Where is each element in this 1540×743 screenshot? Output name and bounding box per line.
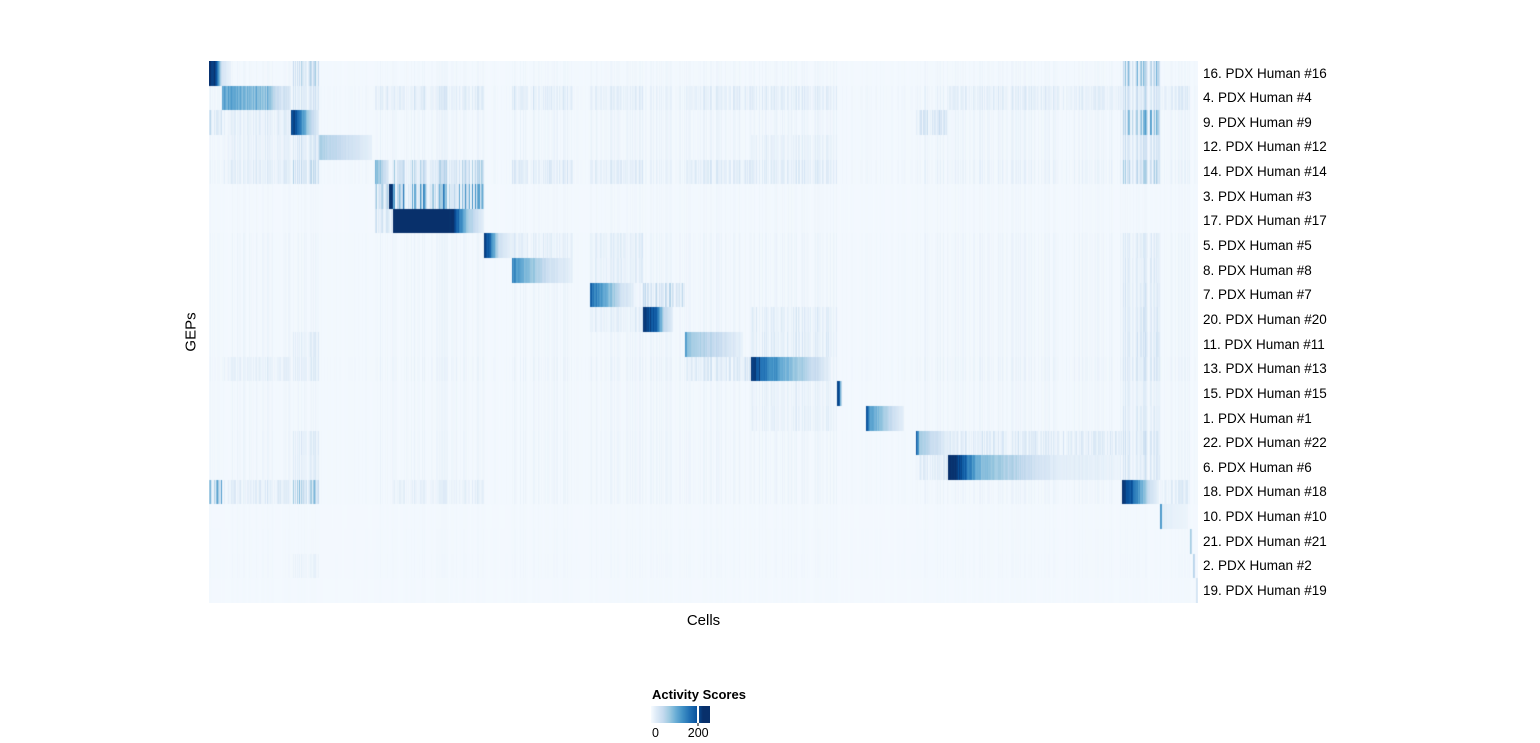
row-label: 13. PDX Human #13 bbox=[1203, 361, 1327, 377]
legend-tick-mark bbox=[697, 706, 700, 723]
row-label: 11. PDX Human #11 bbox=[1203, 336, 1325, 352]
legend-gradient-bar bbox=[651, 706, 710, 726]
x-axis-title: Cells bbox=[686, 612, 721, 629]
row-label: 3. PDX Human #3 bbox=[1203, 188, 1312, 204]
row-label: 16. PDX Human #16 bbox=[1203, 65, 1327, 81]
legend-axis-tick bbox=[697, 723, 699, 726]
row-label: 4. PDX Human #4 bbox=[1203, 90, 1312, 106]
row-label: 6. PDX Human #6 bbox=[1203, 459, 1312, 475]
legend-tick-labels: 0 200 bbox=[651, 726, 710, 742]
row-label: 19. PDX Human #19 bbox=[1203, 583, 1327, 599]
row-label: 5. PDX Human #5 bbox=[1203, 238, 1312, 254]
legend-title: Activity Scores bbox=[652, 687, 746, 702]
row-label: 12. PDX Human #12 bbox=[1203, 139, 1327, 155]
row-label: 17. PDX Human #17 bbox=[1203, 213, 1327, 229]
row-label: 20. PDX Human #20 bbox=[1203, 311, 1327, 327]
legend-tick-max: 200 bbox=[687, 726, 709, 740]
y-axis-title-text: GEPs bbox=[182, 312, 200, 352]
colorbar-legend: Activity Scores 0 200 bbox=[651, 687, 791, 742]
gep-row-labels: 16. PDX Human #16 4. PDX Human #4 9. PDX H… bbox=[1203, 61, 1523, 603]
row-label: 1. PDX Human #1 bbox=[1203, 410, 1312, 426]
row-label: 22. PDX Human #22 bbox=[1203, 435, 1327, 451]
row-label: 15. PDX Human #15 bbox=[1203, 385, 1327, 401]
row-label: 9. PDX Human #9 bbox=[1203, 114, 1312, 130]
legend-tick-min: 0 bbox=[652, 726, 659, 740]
row-label: 18. PDX Human #18 bbox=[1203, 484, 1327, 500]
row-label: 8. PDX Human #8 bbox=[1203, 262, 1312, 278]
row-label: 10. PDX Human #10 bbox=[1203, 509, 1327, 525]
row-label: 14. PDX Human #14 bbox=[1203, 164, 1327, 180]
row-label: 7. PDX Human #7 bbox=[1203, 287, 1312, 303]
row-label: 2. PDX Human #2 bbox=[1203, 558, 1312, 574]
row-label: 21. PDX Human #21 bbox=[1203, 533, 1327, 549]
activity-heatmap bbox=[209, 61, 1198, 603]
